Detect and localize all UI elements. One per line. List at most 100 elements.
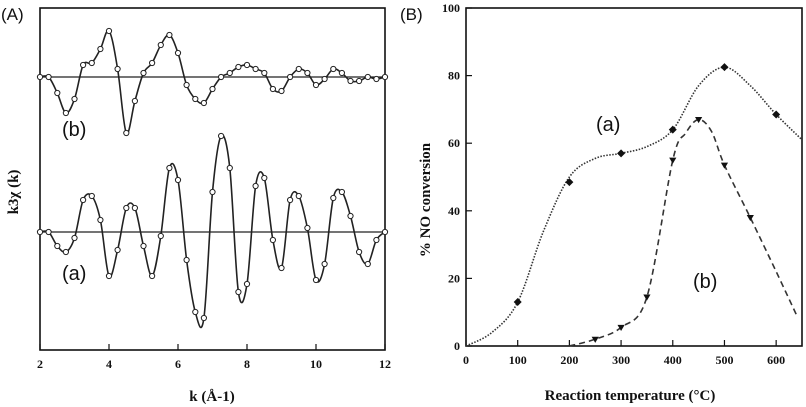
panel-a-data-point	[114, 246, 121, 254]
panel-b-y-ticks: 0 20 40 60 80 100	[442, 1, 472, 353]
panel-b-data-point	[669, 157, 677, 164]
panel-a-data-point	[71, 95, 78, 103]
panel-a-data-point	[304, 224, 311, 232]
panel-a-data-point	[114, 65, 121, 73]
panel-a-data-point	[373, 236, 380, 244]
panel-a-data-point	[157, 232, 164, 240]
panel-b-x-ticks: 0 100 200 300 400 500 600	[463, 340, 785, 367]
panel-a-data-point	[287, 73, 294, 81]
panel-a-data-point	[45, 73, 52, 81]
panel-a-data-point	[62, 248, 70, 256]
panel-a-data-point	[218, 73, 225, 81]
panel-a-data-point	[278, 264, 285, 272]
panel-b-curve-label-b: (b)	[693, 271, 717, 293]
panel-a-data-point	[364, 260, 371, 268]
panel-a-data-point	[71, 234, 78, 242]
panel-a-data-point	[226, 69, 233, 77]
panel-a-data-point	[192, 95, 199, 103]
panel-a-data-point	[174, 176, 182, 184]
panel-b-data-point	[617, 324, 625, 332]
panel-a-data-point	[278, 87, 285, 95]
panel-a-data-point	[235, 288, 242, 296]
panel-a-data-point	[149, 59, 156, 67]
panel-a-data-point	[166, 164, 173, 172]
panel-b-y-tick-label: 20	[448, 271, 460, 285]
panel-a-data-point	[157, 41, 164, 49]
panel-a-data-point	[183, 81, 190, 89]
panel-a-x-axis-title: k (Å-1)	[189, 389, 234, 405]
panel-b-data-point	[513, 298, 522, 307]
panel-a-data-point	[356, 248, 363, 256]
panel-a-data-point	[140, 69, 147, 77]
panel-a-data-point	[209, 85, 216, 93]
panel-a-data-point	[269, 85, 276, 93]
panel-a-data-point	[304, 69, 311, 77]
panel-a-data-point	[243, 61, 251, 69]
panel-a-data-point	[105, 27, 113, 35]
panel-b-x-tick-label: 0	[463, 353, 469, 367]
panel-a-data-point	[330, 194, 337, 202]
panel-b-data-point	[617, 149, 626, 158]
panel-b-x-tick-label: 100	[509, 353, 527, 367]
panel-a-data-point	[36, 73, 44, 81]
panel-a-x-tick-label: 4	[106, 357, 112, 371]
panel-a-data-point	[149, 272, 156, 280]
panel-a-x-tick-label: 8	[244, 357, 250, 371]
panel-a-data-point	[321, 260, 328, 268]
panel-b-y-tick-label: 0	[454, 339, 460, 353]
panel-b-y-tick-label: 60	[448, 136, 460, 150]
panel-a-x-ticks: 2 4 6 8 10 12	[37, 344, 391, 371]
panel-a-data-point	[105, 272, 113, 280]
panel-b-data-point	[746, 215, 754, 222]
panel-b-data-point	[591, 336, 599, 343]
panel-b-y-tick-label: 80	[448, 69, 460, 83]
panel-b-series-line	[569, 118, 798, 347]
panel-b-data-point	[720, 162, 729, 169]
panel-a-data-point	[261, 69, 268, 77]
panel-a-data-point	[123, 129, 130, 137]
panel-a-frame	[39, 7, 386, 351]
panel-b-y-axis-title: % NO conversion	[418, 142, 434, 257]
panel-a-data-point	[347, 212, 354, 220]
panel-a-data-point	[88, 192, 95, 200]
panel-a-data-point	[252, 65, 259, 73]
panel-b-y-tick-label: 100	[442, 1, 460, 15]
panel-a-data-point	[338, 69, 345, 77]
panel-a-x-tick-label: 12	[379, 357, 391, 371]
panel-a-x-tick-label: 6	[175, 357, 181, 371]
panel-a-data-point	[312, 81, 320, 89]
panel-a-data-point	[330, 65, 337, 73]
panel-b-data-point	[772, 110, 781, 119]
panel-a-data-point	[123, 204, 130, 212]
panel-b-label: (B)	[400, 5, 423, 24]
panel-a-data-point	[88, 59, 95, 67]
panel-b-data-point	[565, 178, 574, 187]
panel-a-series-line	[39, 29, 386, 135]
panel-a-curve-label-b: (b)	[62, 119, 86, 141]
panel-a-data-point	[97, 216, 104, 224]
panel-b-data-point	[720, 63, 729, 72]
panel-a-data-point	[235, 63, 242, 71]
panel-a-data-point	[381, 73, 389, 81]
panel-b-frame	[465, 7, 803, 347]
panel-a-curve-label-a: (a)	[62, 263, 86, 285]
panel-a-data-point	[364, 73, 371, 81]
panel-a-data-point	[338, 188, 345, 196]
panel-a-data-point	[218, 132, 225, 140]
panel-a-label: (A)	[1, 5, 24, 24]
panel-a-x-tick-label: 2	[37, 357, 43, 371]
panel-a-data-point	[54, 242, 61, 250]
panel-a-data-point	[252, 182, 259, 190]
panel-a-data-point	[80, 196, 87, 204]
panel-a-data-point	[347, 77, 354, 85]
panel-a-data-point	[381, 228, 389, 236]
panel-a-data-point	[209, 188, 216, 196]
panel-a-data-point	[200, 99, 207, 107]
panel-a-data-point	[62, 109, 70, 117]
panel-a-data-point	[243, 280, 251, 288]
panel-a-data-point	[131, 204, 138, 212]
panel-a-data-point	[97, 45, 104, 53]
panel-b: (B) Reaction temperature (°C) % NO conve…	[400, 1, 803, 404]
panel-a-data-point	[269, 236, 276, 244]
